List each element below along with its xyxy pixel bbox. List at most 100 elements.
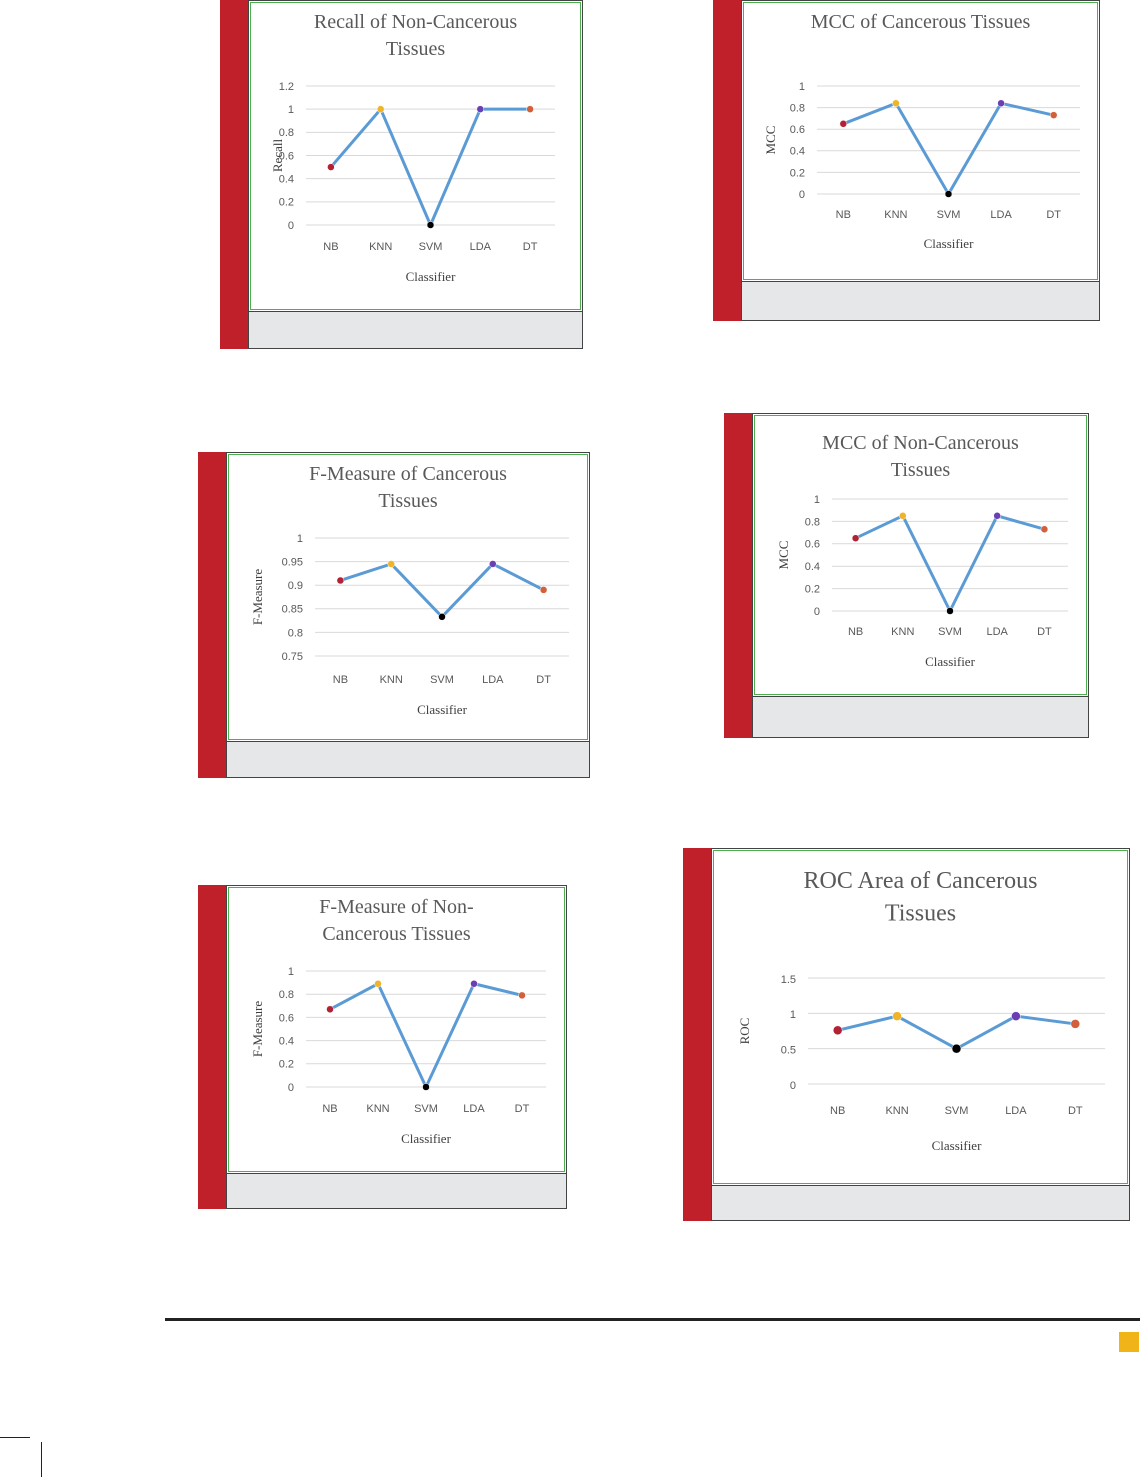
data-point-dt: [518, 991, 526, 1000]
x-tick-label: LDA: [1005, 1105, 1027, 1117]
x-tick-label: KNN: [380, 674, 403, 686]
y-tick-label: 0: [814, 606, 820, 618]
chart-card-fmeasure-noncancerous: F-Measure of Non- Cancerous Tissues 0 0.2 0.…: [198, 885, 567, 1209]
crop-mark-vertical: [41, 1442, 42, 1477]
y-tick-label: 0: [288, 1082, 294, 1094]
data-point-nb: [326, 1005, 334, 1014]
footer-rule: [165, 1318, 1140, 1321]
data-point-nb: [336, 576, 345, 585]
y-axis-label: ROC: [737, 1018, 752, 1045]
chart-title: Tissues: [885, 900, 956, 926]
data-point-svm: [438, 613, 446, 621]
x-tick-label: KNN: [884, 209, 907, 221]
data-point-nb: [832, 1025, 843, 1036]
y-tick-label: 0.95: [282, 556, 303, 568]
data-point-knn: [387, 560, 395, 568]
data-point-lda: [997, 99, 1005, 108]
x-tick-label: SVM: [419, 241, 443, 253]
data-point-lda: [993, 512, 1001, 520]
x-tick-label: LDA: [470, 241, 492, 253]
y-tick-label: 0.8: [279, 989, 294, 1001]
y-axis-label: F-Measure: [250, 1001, 265, 1058]
y-tick-label: 0.85: [282, 604, 303, 616]
data-point-knn: [374, 980, 382, 988]
caption-bar: [752, 697, 1089, 738]
x-tick-label: LDA: [990, 209, 1012, 221]
y-tick-label: 0.8: [288, 627, 303, 639]
x-tick-label: SVM: [945, 1105, 969, 1117]
data-point-svm: [426, 221, 435, 229]
y-tick-label: 0.4: [279, 1035, 294, 1047]
data-point-svm: [944, 190, 953, 198]
chart-panel: [226, 452, 590, 742]
y-tick-label: 0.2: [279, 1059, 294, 1071]
x-tick-label: SVM: [430, 674, 454, 686]
y-axis-label: MCC: [776, 541, 791, 570]
series-line: [854, 514, 1045, 613]
data-point-lda: [1011, 1011, 1021, 1021]
caption-bar: [226, 742, 590, 778]
x-tick-label: KNN: [369, 241, 392, 253]
y-tick-label: 0.8: [790, 102, 805, 114]
x-tick-label: LDA: [482, 674, 504, 686]
y-tick-label: 0.9: [288, 580, 303, 592]
data-point-nb: [839, 120, 848, 128]
y-tick-label: 1.2: [279, 81, 294, 93]
y-tick-label: 0.4: [805, 561, 820, 573]
y-tick-label: 0.4: [790, 146, 805, 158]
chart-panel: [752, 413, 1089, 697]
x-axis-label: Classifier: [924, 236, 974, 251]
data-point-dt: [526, 105, 534, 113]
y-tick-label: 1: [288, 966, 294, 978]
x-tick-label: DT: [1068, 1105, 1083, 1117]
series-line: [842, 101, 1055, 196]
chart-card-mcc-cancerous: MCC of Cancerous Tissues 0 0.2 0.4 0.6 0.8 1 NB…: [713, 0, 1100, 321]
x-tick-label: DT: [523, 241, 538, 253]
x-tick-label: SVM: [414, 1103, 438, 1115]
x-axis-label: Classifier: [417, 702, 467, 717]
data-point-knn: [892, 1011, 902, 1021]
caption-bar: [741, 282, 1100, 321]
line-chart: F-Measure of Non- Cancerous Tissues 0 0.2 0.…: [250, 896, 546, 1146]
x-tick-label: KNN: [366, 1103, 389, 1115]
series-line: [329, 107, 531, 227]
data-point-svm: [951, 1043, 962, 1054]
y-axis-label: MCC: [763, 126, 778, 155]
series-line: [837, 1014, 1076, 1051]
chart-panel: [741, 0, 1100, 282]
x-tick-label: DT: [1037, 626, 1052, 638]
y-tick-label: 0.6: [279, 1012, 294, 1024]
chart-title: ROC Area of Cancerous: [804, 868, 1038, 894]
y-tick-label: 0: [790, 1080, 796, 1092]
chart-card-recall-noncancerous: Recall of Non-Cancerous Tissues 0 0.2 0.4 0.6…: [220, 0, 583, 349]
accent-bar: [220, 0, 248, 349]
chart-title: F-Measure of Non-: [319, 896, 473, 918]
y-tick-label: 0.2: [805, 583, 820, 595]
line-chart: ROC Area of Cancerous Tissues 0 0.5 1 1.5 NB KN…: [737, 868, 1105, 1153]
data-point-knn: [899, 512, 907, 520]
series-line: [329, 982, 523, 1089]
accent-bar: [683, 848, 711, 1221]
chart-card-fmeasure-cancerous: F-Measure of Cancerous Tissues 0.75 0.8 0.85…: [198, 452, 590, 778]
x-tick-label: SVM: [938, 626, 962, 638]
accent-bar: [713, 0, 741, 321]
data-point-svm: [422, 1083, 430, 1091]
y-tick-label: 0.75: [282, 651, 303, 663]
data-point-lda: [476, 105, 485, 113]
y-tick-label: 0.6: [279, 150, 294, 162]
x-tick-label: KNN: [885, 1105, 908, 1117]
caption-bar: [226, 1174, 567, 1209]
y-axis-label: Recall: [270, 139, 285, 173]
x-axis-label: Classifier: [401, 1131, 451, 1146]
x-tick-label: KNN: [891, 626, 914, 638]
data-point-knn: [376, 105, 385, 113]
x-axis-label: Classifier: [925, 654, 975, 669]
chart-card-roc-cancerous: ROC Area of Cancerous Tissues 0 0.5 1 1.5 NB KN…: [683, 848, 1130, 1221]
y-tick-label: 0: [288, 220, 294, 232]
data-point-dt: [539, 586, 548, 594]
x-tick-label: LDA: [463, 1103, 485, 1115]
y-tick-label: 1: [799, 81, 805, 93]
line-chart: MCC of Non-Cancerous Tissues 0 0.2 0.4 0.6 0.8…: [776, 432, 1068, 669]
line-chart: Recall of Non-Cancerous Tissues 0 0.2 0.4 0.6…: [270, 11, 555, 284]
x-tick-label: SVM: [937, 209, 961, 221]
